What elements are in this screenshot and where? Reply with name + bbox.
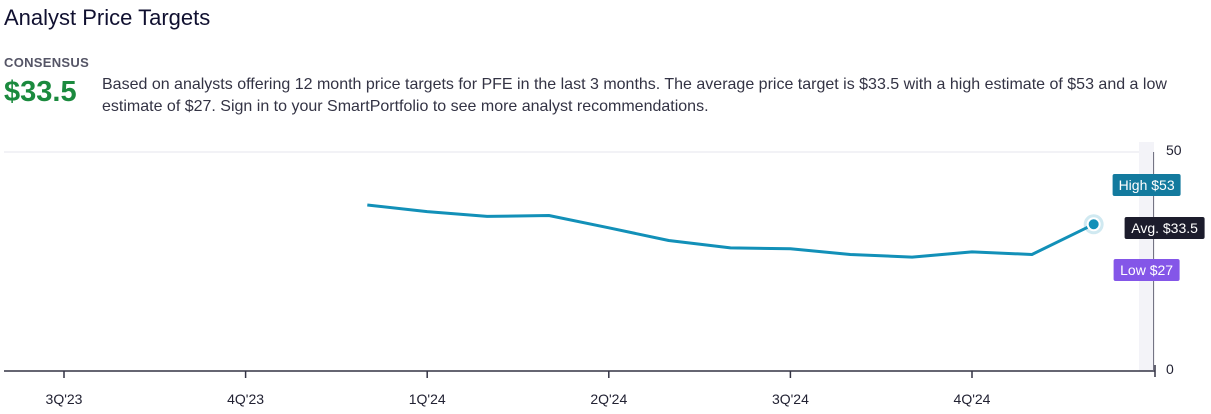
y-tick-label: 0: [1166, 361, 1174, 377]
x-tick-label: 3Q'23: [46, 391, 83, 407]
consensus-price: $33.5: [4, 76, 77, 108]
x-tick-label: 2Q'24: [590, 391, 627, 407]
consensus-label: CONSENSUS: [4, 55, 90, 70]
low-target-badge-box: [1113, 259, 1180, 281]
x-tick-label: 4Q'23: [227, 391, 264, 407]
average-target-badge-box: [1124, 217, 1205, 239]
low-target-badge-label: Low $27: [1120, 262, 1173, 278]
y-tick-label: 50: [1166, 142, 1182, 158]
x-tick-label: 4Q'24: [954, 391, 991, 407]
average-target-badge-label: Avg. $33.5: [1131, 220, 1198, 236]
chart-shade-band: [1139, 142, 1154, 371]
last-point-marker: [1086, 217, 1101, 232]
x-tick-label: 1Q'24: [409, 391, 446, 407]
page-title: Analyst Price Targets: [4, 5, 211, 30]
price-target-description: Based on analysts offering 12 month pric…: [102, 76, 1167, 115]
high-target-badge-label: High $53: [1119, 177, 1175, 193]
x-tick-label: 3Q'24: [772, 391, 809, 407]
price-target-line: [367, 203, 1095, 259]
high-target-badge-box: [1112, 174, 1181, 196]
